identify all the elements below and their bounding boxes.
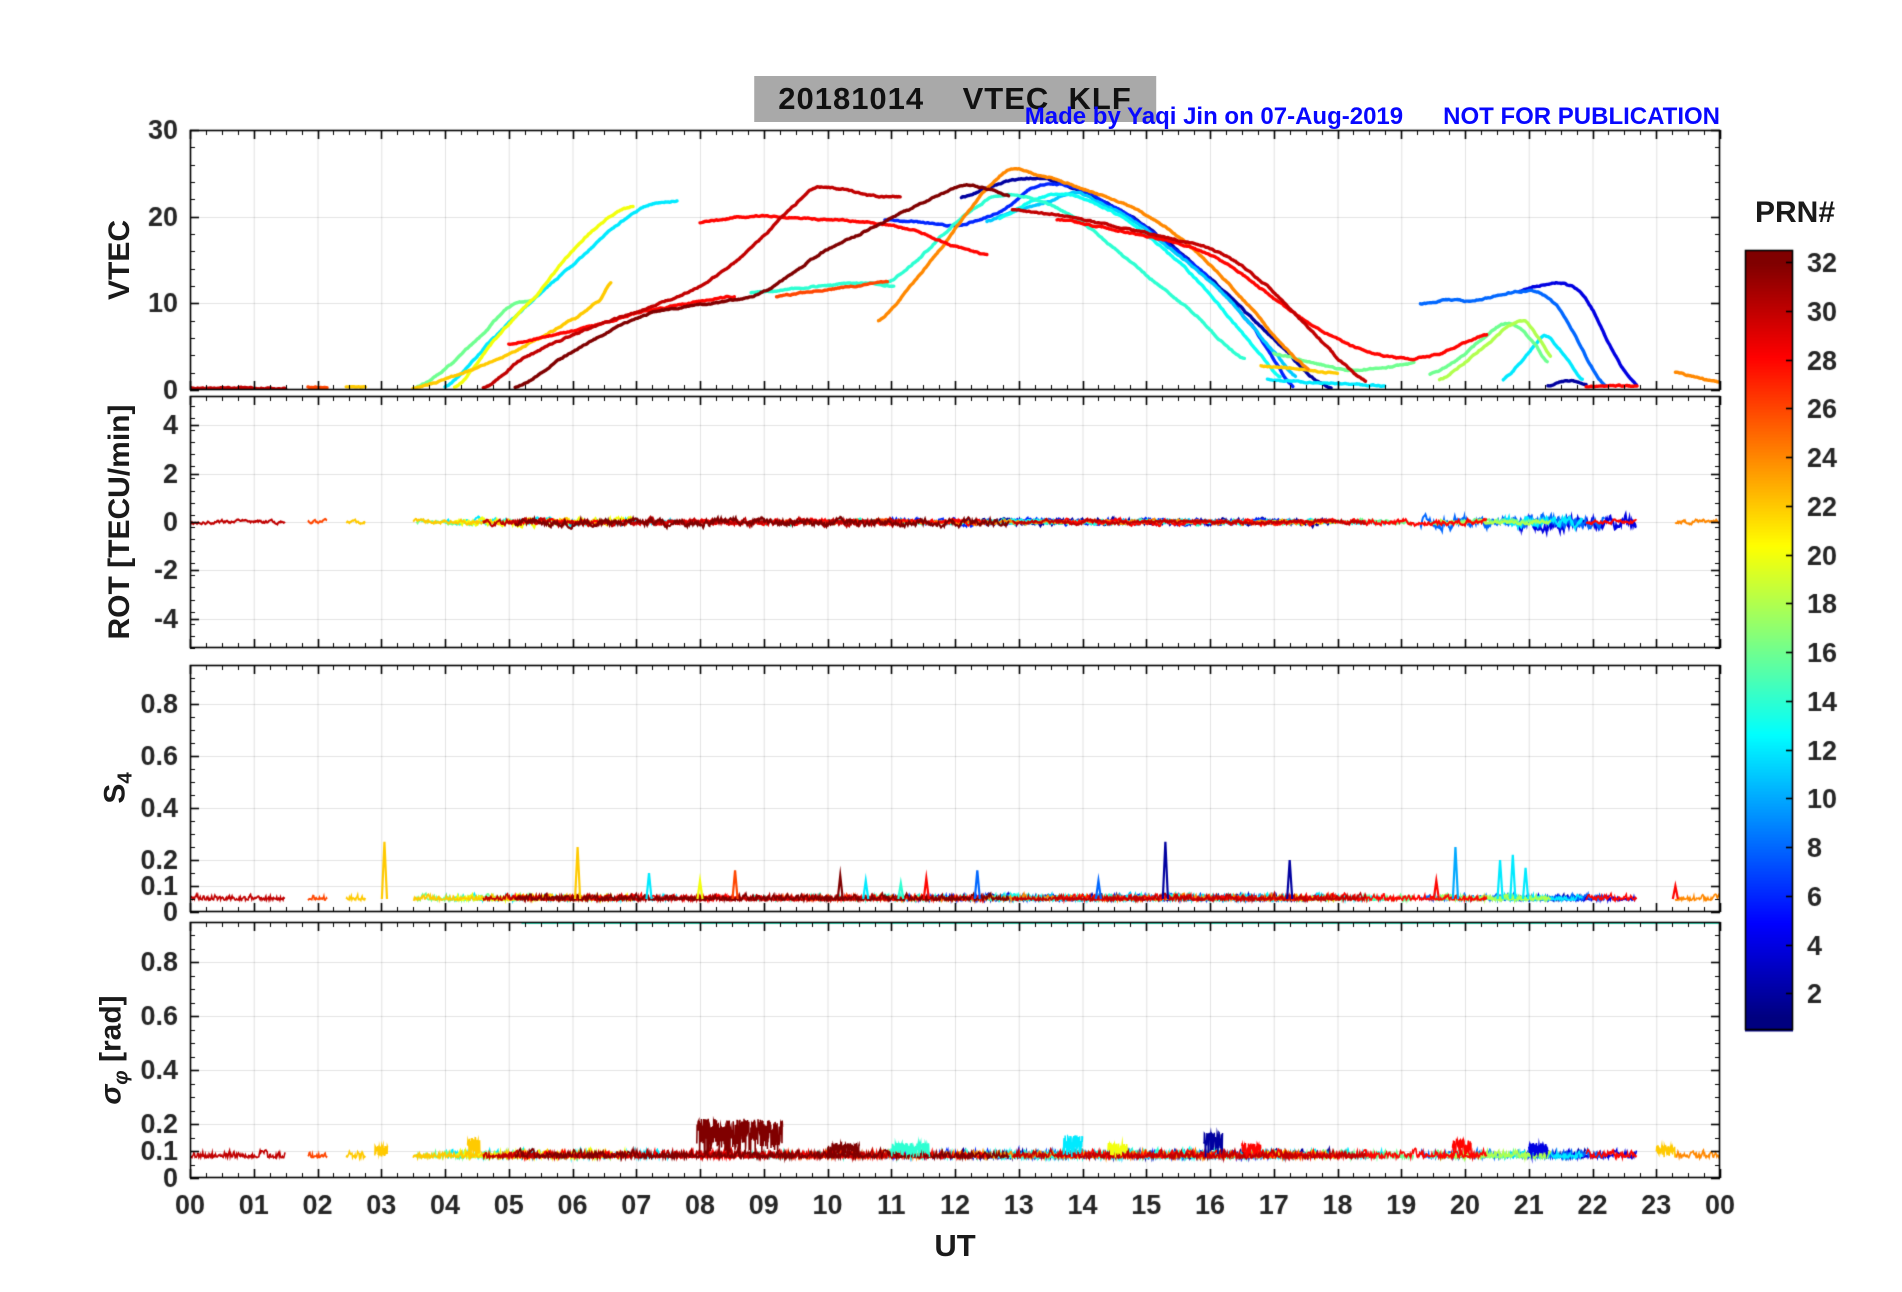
sigma-unit: [rad] xyxy=(94,995,128,1071)
x-axis-label-ut: UT xyxy=(934,1228,976,1263)
y-axis-label-vtec: VTEC xyxy=(103,219,136,301)
colorbar-label-prn: PRN# xyxy=(1754,196,1836,229)
chart-title: 20181014 VTEC KLF xyxy=(754,76,1156,122)
s4-subscript: 4 xyxy=(114,772,137,784)
y-axis-label-sigma-phi: σφ [rad] xyxy=(95,995,134,1104)
y-axis-label-rot: ROT [TECU/min] xyxy=(103,404,136,640)
y-axis-label-s4: S4 xyxy=(99,772,138,803)
sigma-subscript: φ xyxy=(110,1070,133,1085)
credit-note: Made by Yaqi Jin on 07-Aug-2019 NOT FOR … xyxy=(1024,103,1720,130)
s4-symbol: S xyxy=(98,783,132,804)
sigma-symbol: σ xyxy=(94,1084,128,1105)
